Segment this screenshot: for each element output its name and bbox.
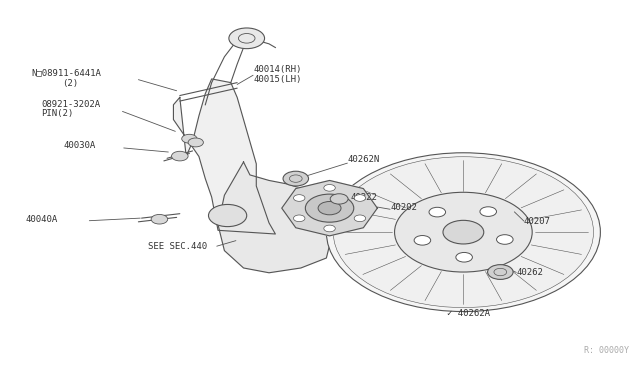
Text: 40222: 40222 — [351, 193, 378, 202]
Circle shape — [294, 215, 305, 222]
Circle shape — [414, 235, 431, 245]
Circle shape — [326, 153, 600, 311]
Circle shape — [283, 171, 308, 186]
Circle shape — [488, 264, 513, 279]
Circle shape — [354, 215, 365, 222]
Circle shape — [305, 194, 354, 222]
Circle shape — [182, 134, 197, 143]
Circle shape — [354, 195, 365, 201]
Text: 40040A: 40040A — [26, 215, 58, 224]
Circle shape — [330, 194, 348, 204]
Circle shape — [480, 207, 497, 217]
Polygon shape — [173, 79, 275, 234]
Text: ✓ 40262A: ✓ 40262A — [447, 309, 490, 318]
Circle shape — [188, 138, 204, 147]
Circle shape — [151, 214, 168, 224]
Text: (2): (2) — [62, 78, 78, 87]
Text: 40262: 40262 — [516, 268, 543, 278]
Circle shape — [443, 220, 484, 244]
Text: 40202: 40202 — [390, 203, 417, 212]
Text: SEE SEC.440: SEE SEC.440 — [148, 242, 207, 251]
Circle shape — [172, 151, 188, 161]
Text: PIN(2): PIN(2) — [42, 109, 74, 118]
Text: N□08911-6441A: N□08911-6441A — [31, 68, 101, 77]
Circle shape — [394, 192, 532, 272]
Circle shape — [333, 157, 593, 308]
Text: 40014(RH): 40014(RH) — [253, 65, 301, 74]
Circle shape — [229, 28, 264, 49]
Circle shape — [456, 253, 472, 262]
Text: 40015(LH): 40015(LH) — [253, 75, 301, 84]
Circle shape — [324, 225, 335, 232]
Circle shape — [294, 195, 305, 201]
Text: 40207: 40207 — [524, 217, 551, 226]
Circle shape — [429, 207, 445, 217]
Text: R: 00000Y: R: 00000Y — [584, 346, 629, 355]
Circle shape — [209, 205, 246, 227]
Text: 08921-3202A: 08921-3202A — [42, 100, 100, 109]
Circle shape — [497, 235, 513, 244]
Text: 40030A: 40030A — [64, 141, 96, 150]
Polygon shape — [282, 180, 378, 236]
Text: 40262N: 40262N — [348, 155, 380, 164]
Circle shape — [318, 202, 341, 215]
Polygon shape — [218, 162, 333, 273]
Circle shape — [324, 185, 335, 191]
